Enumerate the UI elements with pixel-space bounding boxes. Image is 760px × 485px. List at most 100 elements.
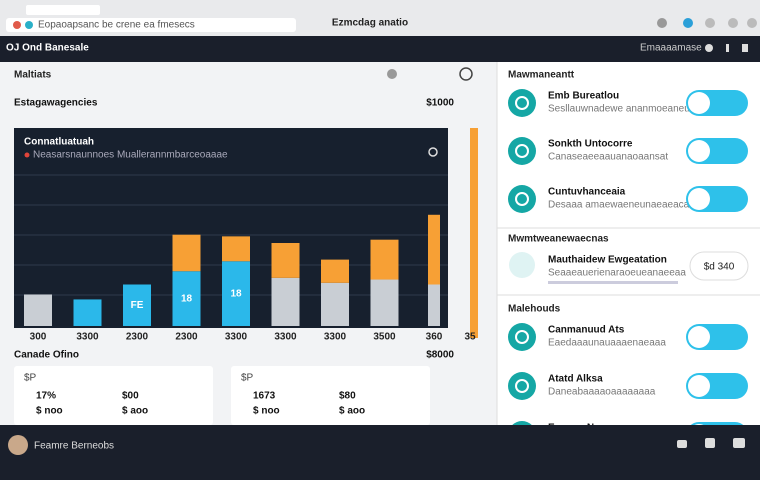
panel-section: Mwmtweanewaecnas <box>508 234 609 245</box>
avatar[interactable] <box>8 435 28 455</box>
item-icon-glyph <box>515 192 529 206</box>
icon[interactable] <box>677 440 687 448</box>
icon[interactable] <box>683 18 693 28</box>
card-label: $P <box>241 373 254 384</box>
card-sub: $ noo <box>253 406 280 417</box>
bar-label: FE <box>131 300 144 311</box>
card-value: $00 <box>122 391 139 402</box>
toggle-knob <box>688 188 710 210</box>
bar-segment <box>24 294 52 326</box>
item-icon-glyph <box>515 330 529 344</box>
item-title: Canmanuud Ats <box>548 325 625 336</box>
card-value: 17% <box>36 391 56 402</box>
pill[interactable] <box>689 251 749 281</box>
icon[interactable] <box>705 18 715 28</box>
amount: $1000 <box>426 98 454 109</box>
cloud-icon <box>509 252 535 278</box>
item-icon-glyph <box>515 144 529 158</box>
summary-amount: $8000 <box>426 350 454 361</box>
address: Eopaoapsanc be crene ea fmesecs <box>38 20 195 31</box>
item-icon <box>508 89 536 117</box>
brand: OJ Ond Banesale <box>6 43 89 54</box>
bar-segment <box>321 282 349 326</box>
icon[interactable] <box>726 44 729 52</box>
panel-section: Malehouds <box>508 304 561 315</box>
progress <box>548 281 678 284</box>
heading: Estagawagencies <box>14 98 98 109</box>
item-sub: Desaaa amaewaeneunaeaeaca <box>548 200 690 211</box>
x-tick-label: 360 <box>426 332 443 343</box>
toggle-knob <box>688 375 710 397</box>
chart-title: Connatluatuah <box>24 137 94 148</box>
icon[interactable] <box>705 44 713 52</box>
stat-card <box>14 366 213 425</box>
icon[interactable] <box>387 69 397 79</box>
favicon <box>13 21 21 29</box>
item-sub: Sesllauwnadewe ananmoeaneu <box>548 104 690 115</box>
item-icon-glyph <box>515 96 529 110</box>
icon[interactable] <box>728 18 738 28</box>
bar-segment <box>222 261 250 326</box>
icon[interactable] <box>705 438 715 448</box>
item-title: Cuntuvhanceaia <box>548 187 626 198</box>
x-tick-label: 2300 <box>126 332 149 343</box>
card-sub: $ noo <box>36 406 63 417</box>
address-bar[interactable] <box>6 18 296 32</box>
icon[interactable] <box>657 18 667 28</box>
x-tick-label: 2300 <box>175 332 198 343</box>
card-sub: $ aoo <box>339 406 365 417</box>
footer-user: Feamre Berneobs <box>34 441 114 452</box>
section-title: Maltiats <box>14 70 52 81</box>
bar-segment <box>123 284 151 326</box>
x-tick-label: 3500 <box>373 332 396 343</box>
footer-bar <box>0 425 760 480</box>
nav-bar <box>0 36 760 62</box>
side-panel <box>497 62 760 425</box>
x-tick-label: 3300 <box>324 332 347 343</box>
x-tick-label: 300 <box>30 332 47 343</box>
card-sub: $ aoo <box>122 406 148 417</box>
bar-segment <box>172 271 201 326</box>
item-icon <box>508 372 536 400</box>
toggle-knob <box>688 140 710 162</box>
bar-segment <box>428 284 440 326</box>
item-title: Mauthaidew Ewgeatation <box>548 255 667 266</box>
bar-segment <box>370 239 399 280</box>
tab-title: Ezmcdag anatio <box>332 18 408 29</box>
bar-segment <box>222 236 250 262</box>
bar-label: 18 <box>181 293 193 304</box>
bar-segment <box>428 214 440 285</box>
item-sub: Canaseaeeaauanaoaansat <box>548 152 668 163</box>
item-icon <box>508 137 536 165</box>
bar-label: 18 <box>230 288 242 299</box>
bar-segment <box>271 277 300 326</box>
legend-dot <box>24 152 30 158</box>
item-title: Sonkth Untocorre <box>548 139 633 150</box>
toggle-knob <box>688 326 710 348</box>
card-value: $80 <box>339 391 356 402</box>
panel-section: Mawmaneantt <box>508 70 575 81</box>
item-title: Emb Bureatlou <box>548 91 619 102</box>
item-icon <box>508 323 536 351</box>
summary-title: Canade Ofino <box>14 350 79 361</box>
item-sub: Seaaeauerienaraoeueanaeeaa <box>548 268 686 279</box>
item-icon-glyph <box>515 379 529 393</box>
icon[interactable] <box>733 438 745 448</box>
x-tick-label: 3300 <box>76 332 99 343</box>
card-label: $P <box>24 373 37 384</box>
icon[interactable] <box>459 67 473 81</box>
bar-segment <box>73 299 102 326</box>
icon[interactable] <box>428 147 438 157</box>
item-icon <box>508 185 536 213</box>
icon[interactable] <box>747 18 757 28</box>
favicon <box>25 21 33 29</box>
side-label: 35 <box>464 332 476 343</box>
item-sub: Eaedaaaunauaaaenaeaaa <box>548 338 666 349</box>
card-value: 1673 <box>253 391 276 402</box>
icon[interactable] <box>742 44 748 52</box>
pill-label: $d 340 <box>704 262 735 273</box>
chart-subtitle: Neasarsnaunnoes Muallerannmbarceoaaae <box>33 150 228 161</box>
tab <box>26 5 100 15</box>
